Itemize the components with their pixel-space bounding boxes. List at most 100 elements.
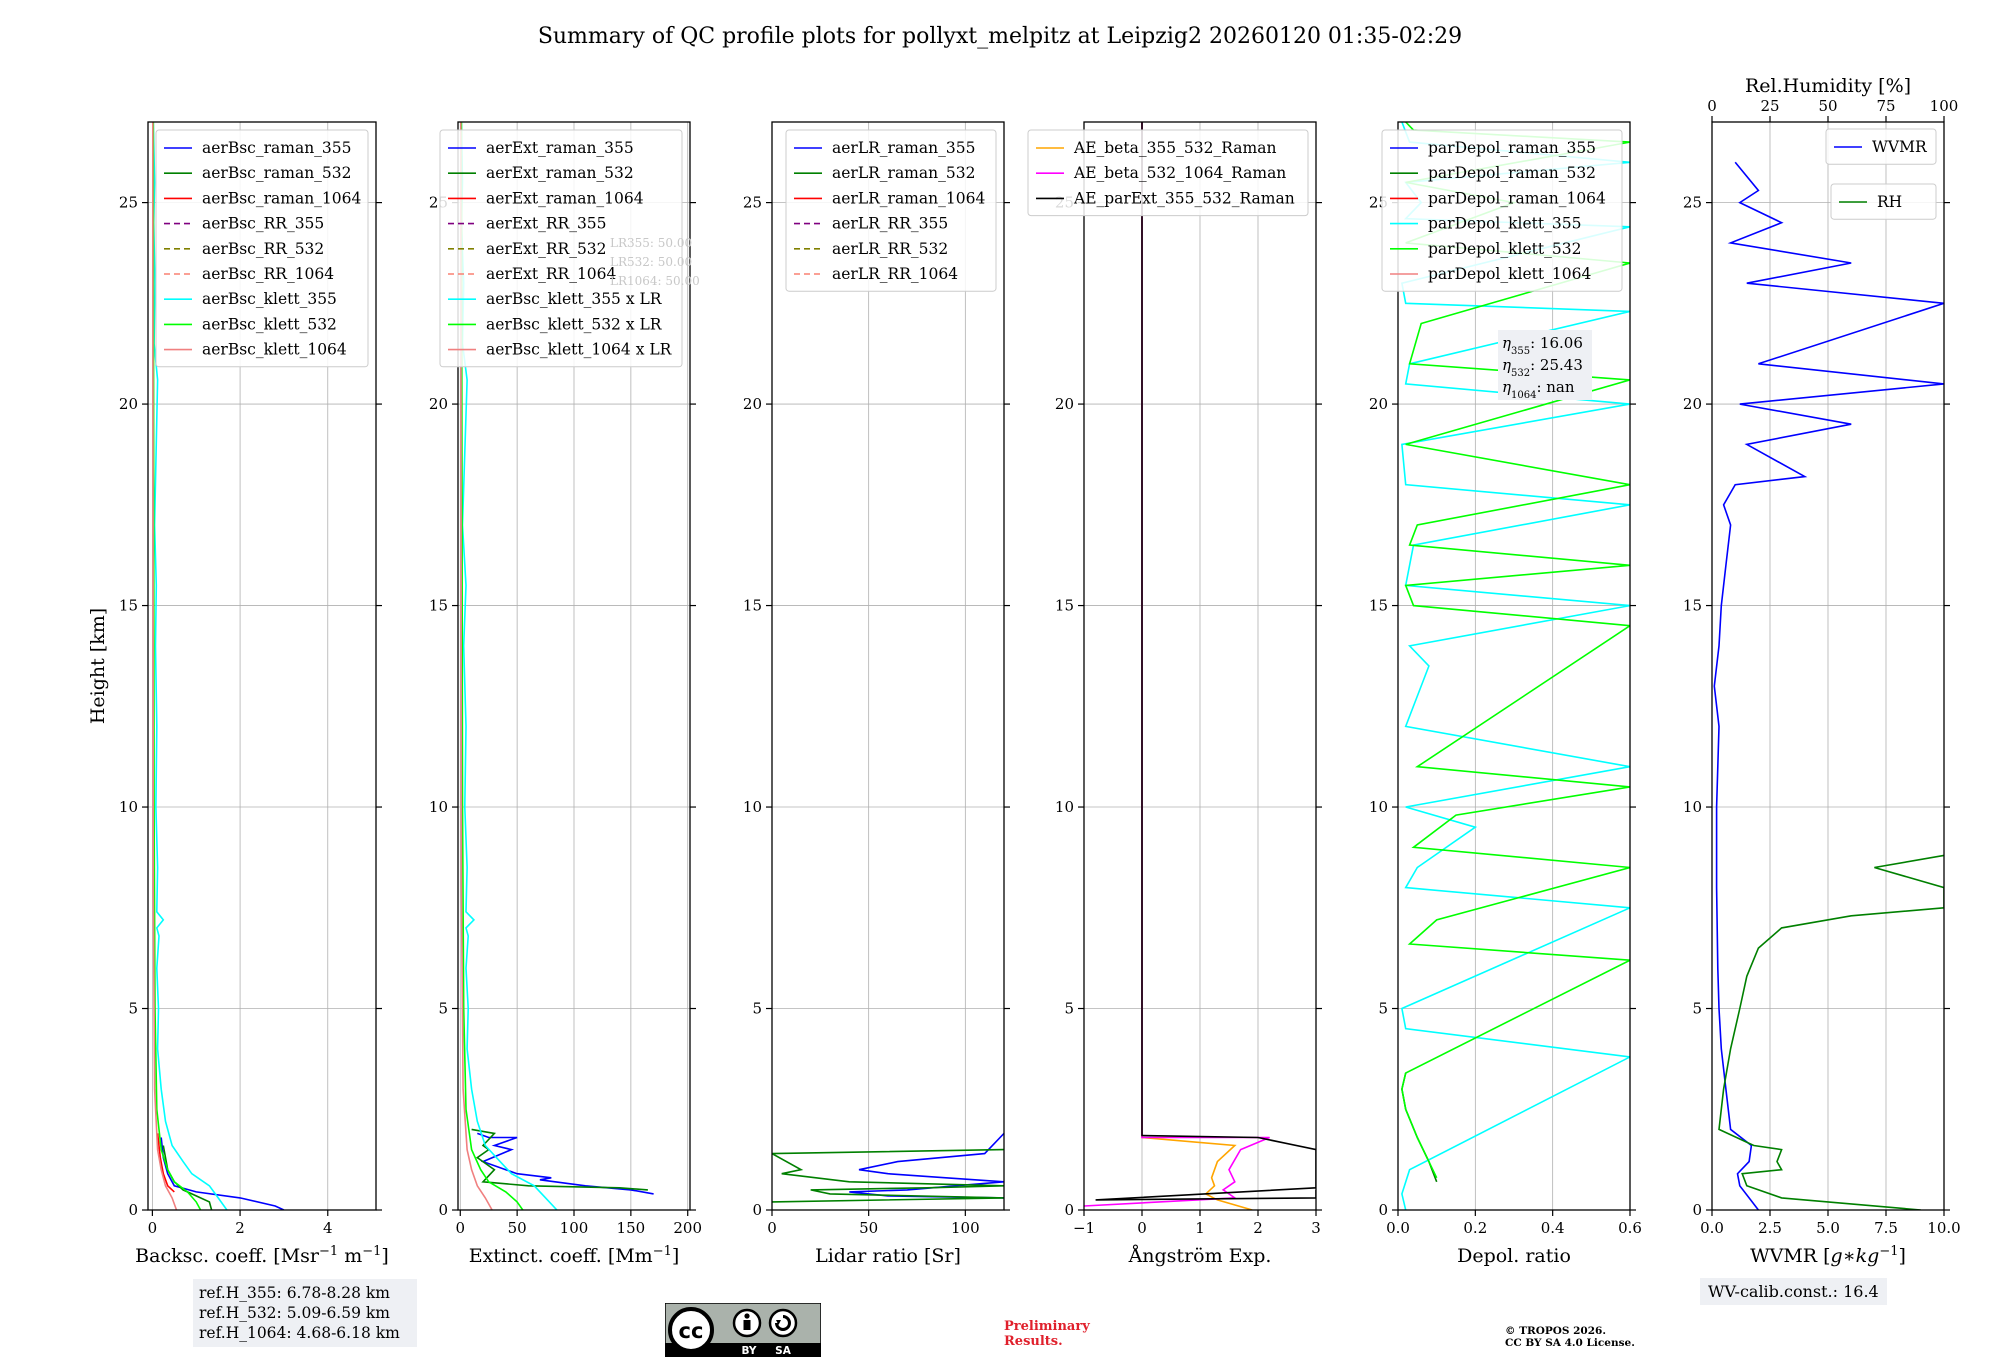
legend-label: aerBsc_raman_532 — [202, 164, 352, 182]
series-line — [1713, 161, 1944, 1210]
eta-box — [1498, 330, 1592, 400]
legend-label: aerBsc_raman_1064 — [202, 189, 362, 207]
x-tick-label: 0.4 — [1541, 1219, 1565, 1237]
legend-label: aerBsc_klett_532 x LR — [486, 315, 663, 333]
top-x-tick-label: 0 — [1707, 97, 1717, 115]
reference-height-box: ref.H_355: 6.78-8.28 km ref.H_532: 5.09-… — [193, 1279, 417, 1347]
legend-label: AE_parExt_355_532_Raman — [1073, 189, 1295, 207]
legend-box — [155, 129, 369, 368]
legend: aerExt_raman_355 aerExt_raman_532 aerExt_r… — [439, 129, 683, 368]
legend-label: aerBsc_klett_355 — [202, 290, 337, 308]
series-line — [156, 1133, 175, 1193]
x-tick-label: 0 — [456, 1219, 466, 1237]
lidar-ratio-text: LR532: 50.00 — [610, 255, 692, 269]
eta-text: η532: 25.43 — [1502, 356, 1583, 379]
y-tick-label: 15 — [119, 597, 138, 615]
legend-label: AE_beta_355_532_Raman — [1073, 139, 1276, 157]
x-tick-label: 1 — [1195, 1219, 1205, 1237]
legend-label: aerExt_RR_355 — [486, 215, 607, 233]
x-tick-label: 0 — [148, 1219, 158, 1237]
x-tick-label: 50 — [859, 1219, 878, 1237]
copyright-note: © TROPOS 2026. CC BY SA 4.0 License. — [1505, 1325, 1635, 1349]
legend-label: aerBsc_klett_355 x LR — [486, 290, 663, 308]
lidar-ratio-text: LR355: 50.00 — [610, 236, 692, 250]
x-tick-label: 2 — [1253, 1219, 1263, 1237]
y-tick-label: 20 — [1683, 395, 1702, 413]
lidar-ratio-text: LR1064: 50.00 — [610, 274, 700, 288]
y-tick-label: 5 — [1064, 1000, 1074, 1018]
series-line — [459, 122, 493, 1210]
series-line — [477, 1132, 654, 1195]
x-tick-label: 50 — [508, 1219, 527, 1237]
top-axis-label: Rel.Humidity [%] — [1745, 75, 1911, 97]
x-tick-label: 0 — [1137, 1219, 1147, 1237]
y-tick-label: 15 — [1055, 597, 1074, 615]
chart-panel-1: 0 2 4 0 5 10 15 20 25 Backsc. coeff. [Msr−1 m−1] H… — [87, 121, 389, 1267]
x-tick-label: 0.0 — [1386, 1219, 1410, 1237]
cc-logo-icon — [668, 1307, 714, 1353]
chart-panel-4: −101230510152025Ångström Exp.AE_beta_355… — [1027, 121, 1322, 1267]
x-tick-label: 0.0 — [1700, 1219, 1724, 1237]
axes-frame — [1397, 121, 1631, 1211]
y-tick-label: 20 — [429, 395, 448, 413]
legend-box — [785, 129, 997, 292]
legend-wvmr: WVMR — [1825, 128, 1937, 165]
legend-label: aerLR_raman_532 — [832, 164, 975, 182]
legend-box — [1027, 129, 1309, 217]
figure-title: Summary of QC profile plots for pollyxt_… — [538, 24, 1462, 49]
legend-label: aerExt_raman_1064 — [486, 189, 644, 207]
series-line — [1141, 122, 1253, 1210]
eta-text: η1064: nan — [1502, 378, 1575, 401]
legend-label: aerBsc_RR_532 — [202, 240, 324, 258]
series-line — [160, 1137, 285, 1210]
legend-rh: RH — [1830, 183, 1937, 220]
legend-label: parDepol_raman_355 — [1428, 139, 1596, 157]
y-tick-label: 10 — [119, 798, 138, 816]
legend-label: aerLR_RR_1064 — [832, 265, 958, 283]
y-tick-label: 0 — [752, 1201, 762, 1219]
sa-label: SA — [775, 1345, 792, 1357]
cc-logo-text: cc — [679, 1319, 704, 1343]
y-tick-label: 5 — [438, 1000, 448, 1018]
series-line — [152, 122, 178, 1210]
legend-label: parDepol_klett_532 — [1428, 240, 1581, 258]
chart-panel-3: 0 50 100 0 5 10 15 20 25 Lidar ratio [Sr] aerLR_ra… — [743, 121, 1010, 1267]
series-line — [460, 122, 524, 1210]
legend-label: parDepol_raman_532 — [1428, 164, 1596, 182]
y-tick-label: 20 — [1055, 395, 1074, 413]
legend-label: AE_beta_532_1064_Raman — [1073, 164, 1286, 182]
legend-label: parDepol_klett_1064 — [1428, 265, 1591, 283]
series-line — [1095, 122, 1316, 1201]
x-tick-label: −1 — [1073, 1219, 1095, 1237]
x-tick-label: 4 — [323, 1219, 333, 1237]
wv-calibration-text: WV-calib.const.: 16.4 — [1708, 1282, 1879, 1301]
y-tick-label: 25 — [1683, 194, 1702, 212]
legend-label: aerBsc_RR_1064 — [202, 265, 334, 283]
y-tick-label: 25 — [119, 194, 138, 212]
legend-label: aerExt_raman_532 — [486, 164, 634, 182]
legend-label: aerBsc_raman_355 — [202, 139, 352, 157]
legend-label: WVMR — [1872, 138, 1928, 156]
y-tick-label: 10 — [1683, 798, 1702, 816]
top-x-tick-label: 50 — [1818, 97, 1837, 115]
x-tick-label: 0 — [767, 1219, 777, 1237]
x-tick-label: 0.2 — [1463, 1219, 1487, 1237]
by-label: BY — [741, 1345, 756, 1357]
y-tick-label: 5 — [1692, 1000, 1702, 1018]
x-tick-label: 5.0 — [1816, 1219, 1840, 1237]
x-tick-label: 150 — [617, 1219, 646, 1237]
x-tick-label: 3 — [1311, 1219, 1321, 1237]
cc-by-sa-badge: cc BY SA — [665, 1303, 821, 1357]
y-tick-label: 10 — [1369, 798, 1388, 816]
sa-share-alike-icon — [768, 1308, 798, 1338]
legend-label: aerBsc_klett_1064 x LR — [486, 341, 673, 359]
y-tick-label: 20 — [119, 395, 138, 413]
x-tick-label: 7.5 — [1874, 1219, 1898, 1237]
series-line — [471, 1128, 648, 1191]
axes-frame — [771, 121, 1005, 1211]
x-tick-label: 2 — [235, 1219, 245, 1237]
y-tick-label: 20 — [743, 395, 762, 413]
legend: aerBsc_raman_355 aerBsc_raman_532 aerBsc_r… — [155, 129, 369, 368]
